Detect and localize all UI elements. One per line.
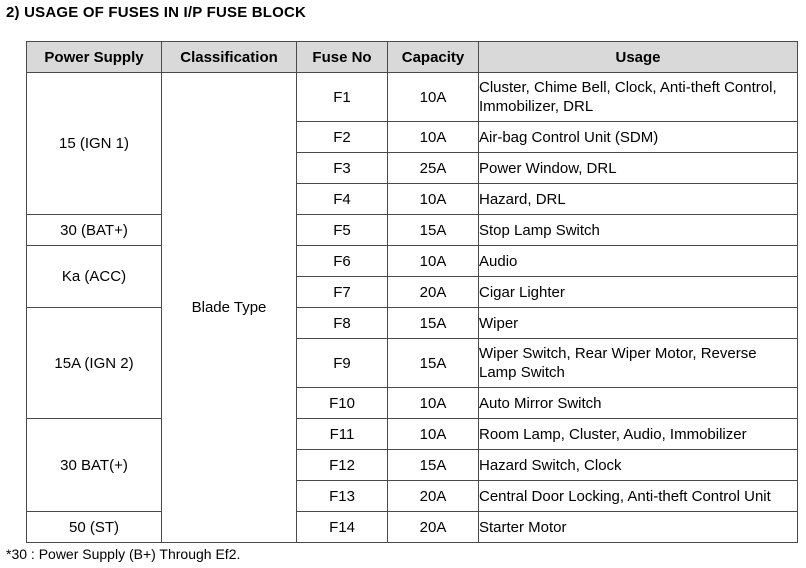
column-header-power-supply: Power Supply: [26, 41, 162, 73]
table-row: F7 20A Cigar Lighter: [27, 276, 798, 308]
capacity-cell: 20A: [387, 511, 479, 543]
fuse-no-cell: F13: [296, 480, 388, 512]
power-supply-cell: Ka (ACC): [26, 245, 162, 308]
fuse-no-cell: F1: [296, 72, 388, 122]
section-heading: 2) USAGE OF FUSES IN I/P FUSE BLOCK: [6, 4, 307, 21]
table-row: F3 25A Power Window, DRL: [27, 152, 798, 184]
table-row: 30 (BAT+) F5 15A Stop Lamp Switch: [26, 214, 798, 246]
fuse-no-cell: F6: [296, 245, 388, 277]
table-row: 50 (ST) F14 20A Starter Motor: [26, 511, 798, 543]
capacity-cell: 15A: [387, 307, 479, 339]
usage-cell: Auto Mirror Switch: [478, 387, 798, 419]
capacity-cell: 10A: [387, 245, 479, 277]
fuse-no-cell: F10: [296, 387, 388, 419]
fuse-usage-table: Power Supply Classification Fuse No Capa…: [26, 41, 798, 543]
fuse-no-cell: F4: [296, 183, 388, 215]
fuse-no-cell: F11: [296, 418, 388, 450]
table-header-row: Power Supply Classification Fuse No Capa…: [26, 41, 798, 73]
fuse-no-cell: F14: [296, 511, 388, 543]
table-row: 15 (IGN 1) Blade Type F1 10A Cluster, Ch…: [26, 72, 798, 543]
usage-cell: Cigar Lighter: [478, 276, 798, 308]
capacity-cell: 15A: [387, 214, 479, 246]
fuse-no-cell: F5: [296, 214, 388, 246]
footnote: *30 : Power Supply (B+) Through Ef2.: [6, 546, 241, 562]
capacity-cell: 10A: [387, 183, 479, 215]
usage-cell: Room Lamp, Cluster, Audio, Immobilizer: [478, 418, 798, 450]
usage-cell: Wiper Switch, Rear Wiper Motor, Reverse …: [478, 338, 798, 388]
fuse-no-cell: F3: [296, 152, 388, 184]
fuse-no-cell: F9: [296, 338, 388, 388]
capacity-cell: 20A: [387, 480, 479, 512]
power-supply-cell: 15A (IGN 2): [26, 307, 162, 419]
column-header-classification: Classification: [161, 41, 297, 73]
power-supply-cell: 15 (IGN 1): [26, 72, 162, 215]
capacity-cell: 10A: [387, 418, 479, 450]
classification-cell: Blade Type: [161, 72, 297, 543]
usage-cell: Starter Motor: [478, 511, 798, 543]
table-row: F4 10A Hazard, DRL: [27, 183, 798, 215]
usage-cell: Central Door Locking, Anti-theft Control…: [478, 480, 798, 512]
capacity-cell: 15A: [387, 449, 479, 481]
capacity-cell: 20A: [387, 276, 479, 308]
usage-cell: Wiper: [478, 307, 798, 339]
fuse-no-cell: F12: [296, 449, 388, 481]
capacity-cell: 10A: [387, 121, 479, 153]
table-row: F9 15A Wiper Switch, Rear Wiper Motor, R…: [27, 338, 798, 388]
capacity-cell: 25A: [387, 152, 479, 184]
fuse-no-cell: F7: [296, 276, 388, 308]
usage-cell: Air-bag Control Unit (SDM): [478, 121, 798, 153]
table-row: 30 BAT(+) F11 10A Room Lamp, Cluster, Au…: [26, 418, 798, 512]
usage-cell: Hazard, DRL: [478, 183, 798, 215]
capacity-cell: 15A: [387, 338, 479, 388]
power-supply-cell: 30 (BAT+): [26, 214, 162, 246]
fuse-no-cell: F8: [296, 307, 388, 339]
column-header-fuse-no: Fuse No: [296, 41, 388, 73]
capacity-cell: 10A: [387, 387, 479, 419]
column-header-capacity: Capacity: [387, 41, 479, 73]
usage-cell: Audio: [478, 245, 798, 277]
table-row: F2 10A Air-bag Control Unit (SDM): [27, 121, 798, 153]
power-supply-cell: 30 BAT(+): [26, 418, 162, 512]
fuse-no-cell: F2: [296, 121, 388, 153]
usage-cell: Hazard Switch, Clock: [478, 449, 798, 481]
table-row: 15A (IGN 2) F8 15A Wiper: [26, 307, 798, 419]
table-row: F13 20A Central Door Locking, Anti-theft…: [27, 480, 798, 512]
capacity-cell: 10A: [387, 72, 479, 122]
table-row: Ka (ACC) F6 10A Audio: [26, 245, 798, 308]
usage-cell: Stop Lamp Switch: [478, 214, 798, 246]
power-supply-cell: 50 (ST): [26, 511, 162, 543]
column-header-usage: Usage: [478, 41, 798, 73]
usage-cell: Cluster, Chime Bell, Clock, Anti-theft C…: [478, 72, 798, 122]
usage-cell: Power Window, DRL: [478, 152, 798, 184]
